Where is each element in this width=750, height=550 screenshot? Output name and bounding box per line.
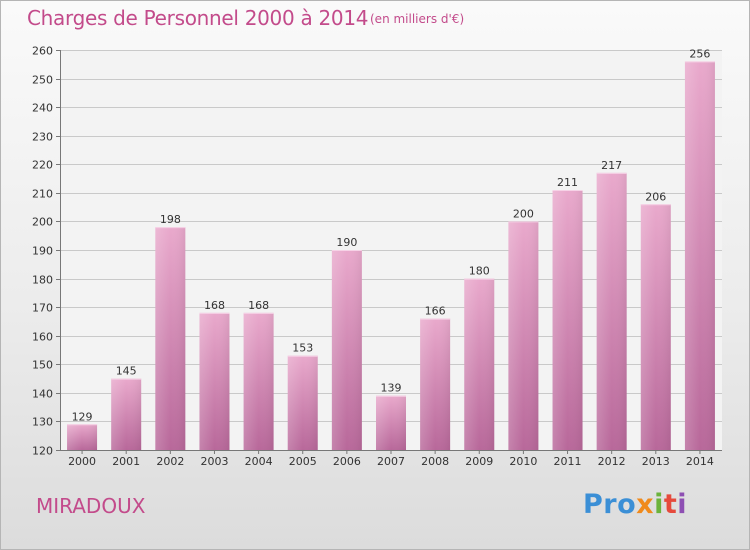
y-tick-label: 150 [32, 359, 53, 372]
data-label: 168 [204, 299, 225, 312]
bar-shine [508, 221, 539, 450]
bar-shine [552, 190, 583, 450]
y-tick-label: 220 [32, 159, 53, 172]
logo-part: x [636, 489, 655, 520]
y-tick-label: 200 [32, 216, 53, 229]
x-tick-label: 2005 [289, 455, 317, 468]
bar-shine [287, 355, 318, 450]
y-tick-label: 240 [32, 102, 53, 115]
y-tick-label: 170 [32, 302, 53, 315]
bar-shine [596, 172, 627, 450]
bar-shine [464, 278, 495, 450]
y-tick-label: 130 [32, 416, 53, 429]
data-label: 198 [160, 213, 181, 226]
bar-shine [199, 312, 230, 450]
y-tick-label: 210 [32, 188, 53, 201]
data-label: 166 [425, 305, 446, 318]
data-label: 217 [601, 159, 622, 172]
y-tick-label: 180 [32, 274, 53, 287]
data-label: 211 [557, 176, 578, 189]
chart-title: Charges de Personnel 2000 à 2014 [27, 6, 369, 30]
x-tick-label: 2004 [245, 455, 273, 468]
logo-part: i [654, 489, 664, 520]
logo-part: i [677, 489, 688, 520]
y-tick-label: 230 [32, 131, 53, 144]
labels: 120 130 140 150 160 170 180 190 200 210 220 230 240 2… [32, 45, 714, 469]
x-tick-label: 2010 [509, 455, 537, 468]
data-label: 129 [72, 410, 93, 423]
data-label: 139 [381, 382, 402, 395]
data-label: 145 [116, 365, 137, 378]
data-label: 256 [689, 47, 710, 60]
x-tick-label: 2011 [554, 455, 582, 468]
axes [56, 50, 722, 454]
x-tick-label: 2008 [421, 455, 449, 468]
logo-part: t [663, 489, 678, 520]
data-label: 200 [513, 207, 534, 220]
bar-shine [420, 318, 451, 450]
commune-name: MIRADOUX [36, 494, 146, 518]
x-tick-label: 2006 [333, 455, 361, 468]
x-tick-label: 2012 [598, 455, 626, 468]
y-tick-label: 120 [32, 445, 53, 458]
bar-shine [67, 424, 98, 450]
x-tick-label: 2014 [686, 455, 714, 468]
data-label: 206 [645, 190, 666, 203]
bar-shine [331, 250, 362, 450]
chart-unit: (en milliers d'€) [370, 12, 465, 26]
y-tick-label: 260 [32, 45, 53, 58]
bar-shine [111, 378, 142, 450]
bar-shine [243, 312, 274, 450]
x-tick-label: 2001 [112, 455, 140, 468]
x-tick-label: 2002 [156, 455, 184, 468]
proxiti-logo[interactable]: Proxiti [583, 489, 687, 520]
y-tick-label: 190 [32, 245, 53, 258]
bar-shine [684, 61, 715, 451]
bar-shine [640, 204, 671, 450]
logo-part: Pro [583, 489, 637, 520]
data-label: 153 [292, 342, 313, 355]
x-tick-label: 2000 [68, 455, 96, 468]
y-tick-label: 250 [32, 74, 53, 87]
x-tick-label: 2007 [377, 455, 405, 468]
data-label: 168 [248, 299, 269, 312]
y-tick-label: 160 [32, 331, 53, 344]
bars [67, 61, 715, 451]
y-tick-label: 140 [32, 388, 53, 401]
data-label: 180 [469, 265, 490, 278]
data-label: 190 [336, 236, 357, 249]
x-tick-label: 2013 [642, 455, 670, 468]
x-tick-label: 2009 [465, 455, 493, 468]
x-tick-label: 2003 [200, 455, 228, 468]
bar-shine [376, 395, 406, 450]
bar-shine [155, 227, 186, 450]
